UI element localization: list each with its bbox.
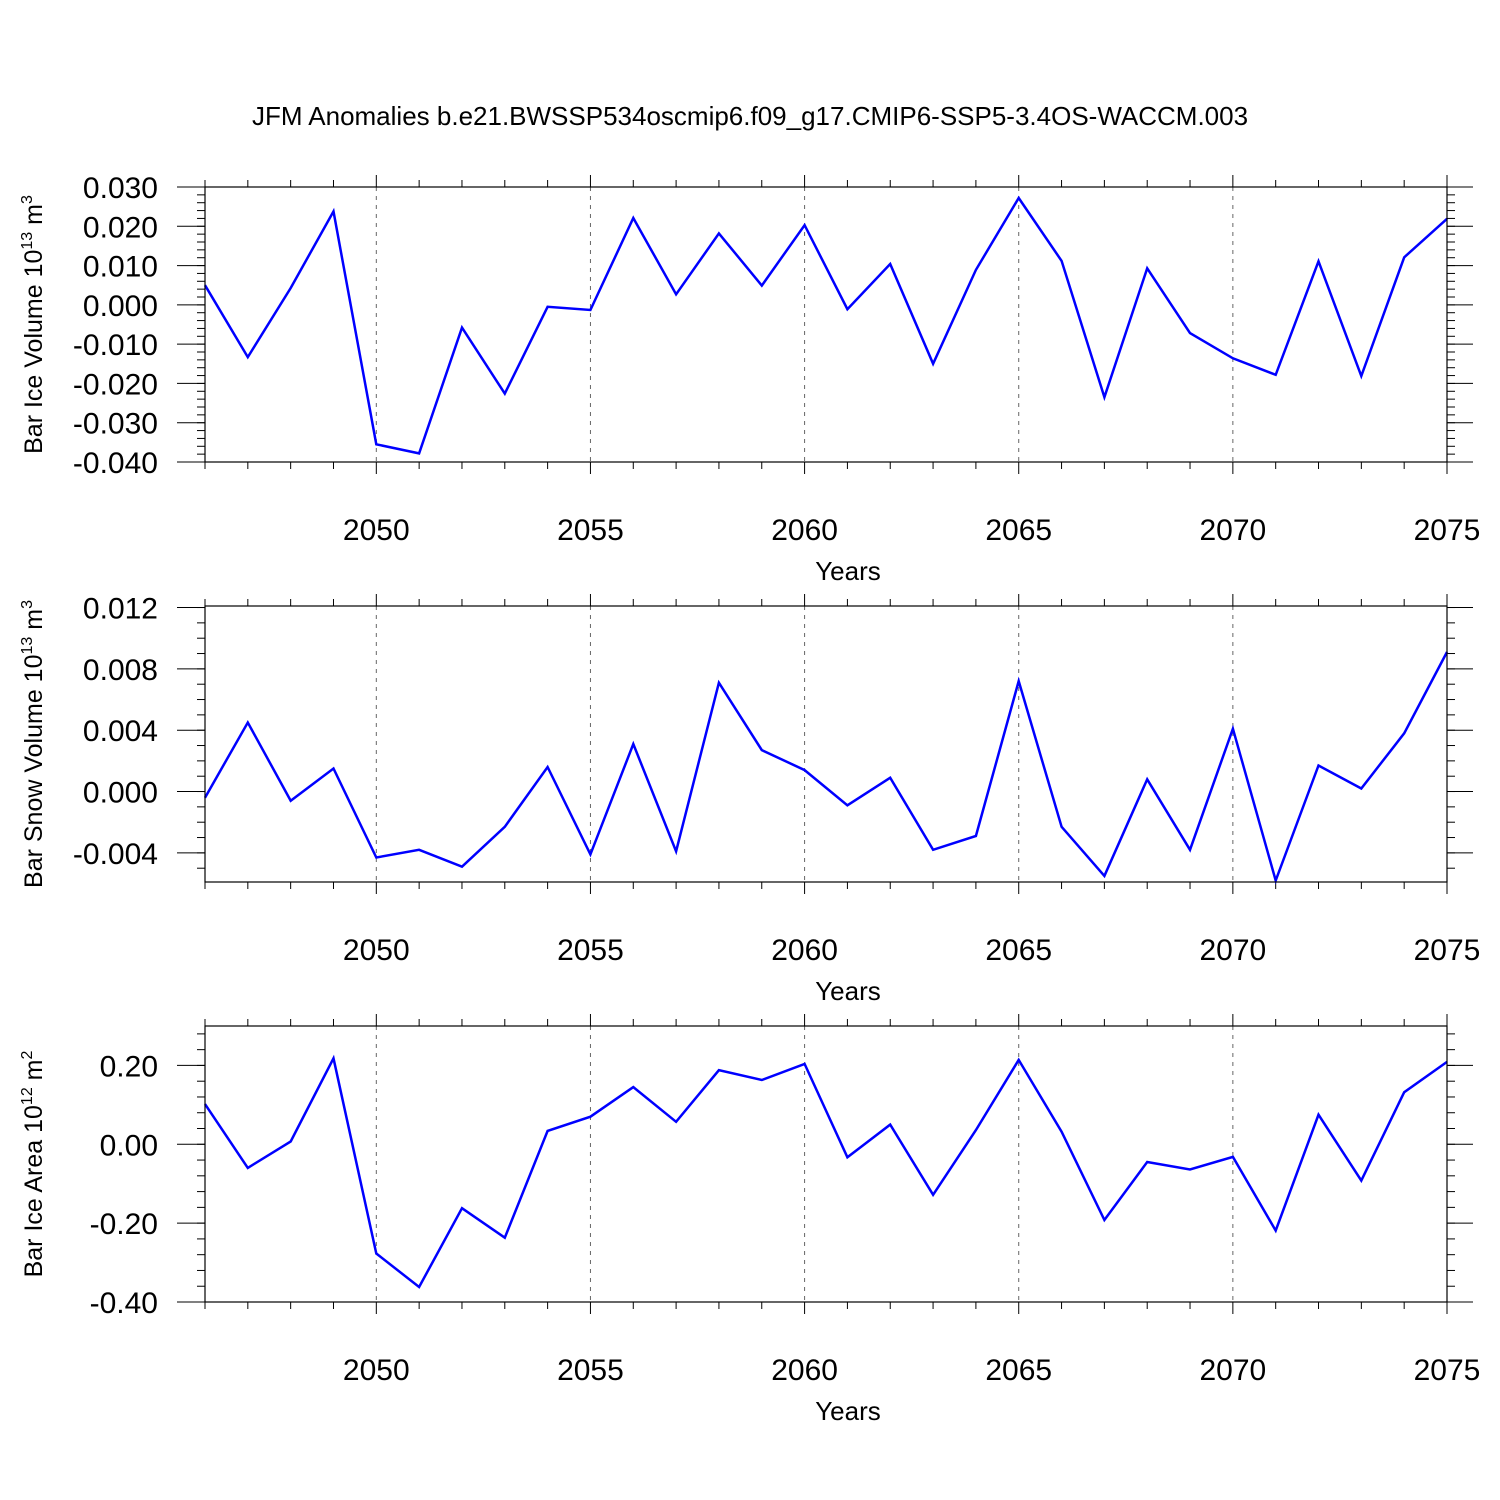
y-axis-label-part: Bar Ice Area 10: [20, 1105, 48, 1277]
y-axis-label-superscript: 3: [19, 195, 36, 204]
x-axis-label: Years: [815, 976, 881, 1006]
y-tick-label: -0.020: [73, 368, 158, 401]
y-tick-label: -0.030: [73, 408, 158, 441]
x-tick-label: 2060: [771, 514, 838, 547]
panels: -0.040 -0.030 -0.020 -0.010 0.000 0.010 0.020 0…: [19, 172, 1480, 1426]
y-axis-label-part: m: [20, 609, 48, 637]
y-axis-label: Bar Ice Volume 1013 m3: [19, 195, 48, 454]
y-tick-label: 0.20: [100, 1050, 158, 1083]
series-line: [203, 651, 1449, 885]
x-tick-label: 2070: [1199, 934, 1266, 967]
x-tick-label: 2075: [1414, 1354, 1481, 1387]
y-axis-label-part: m: [20, 1060, 48, 1088]
x-tick-label: 2055: [557, 934, 624, 967]
x-tick-label: 2060: [771, 934, 838, 967]
x-tick-label: 2065: [985, 514, 1052, 547]
x-tick-label: 2070: [1199, 514, 1266, 547]
y-tick-label: 0.00: [100, 1129, 158, 1162]
x-tick-label: 2075: [1414, 934, 1481, 967]
plot-frame: [204, 186, 1448, 463]
y-axis-label-superscript: 3: [19, 600, 36, 609]
y-tick-label: -0.010: [73, 329, 158, 362]
y-tick-label: 0.012: [83, 593, 158, 626]
y-tick-label: -0.040: [73, 447, 158, 480]
x-tick-label: 2055: [557, 1354, 624, 1387]
y-tick-label: 0.030: [83, 172, 158, 205]
series-line: [203, 195, 1448, 455]
y-tick-label: -0.20: [90, 1208, 158, 1241]
x-tick-label: 2065: [985, 934, 1052, 967]
y-tick-label: -0.004: [73, 838, 158, 871]
x-tick-label: 2070: [1199, 1354, 1266, 1387]
y-axis-label: Bar Ice Area 1012 m2: [19, 1051, 48, 1278]
x-tick-label: 2065: [985, 1354, 1052, 1387]
x-tick-label: 2060: [771, 1354, 838, 1387]
panel-3: -0.40 -0.20 0.00 0.20 2050 2055 2060 2065 2070 20…: [19, 1014, 1480, 1426]
y-axis-label-superscript: 12: [19, 1087, 36, 1105]
y-axis-label-part: Bar Ice Volume 10: [20, 250, 48, 454]
x-tick-label: 2050: [343, 1354, 410, 1387]
y-tick-label: 0.000: [83, 290, 158, 323]
y-axis-label-superscript: 13: [19, 637, 36, 655]
x-tick-label: 2050: [343, 514, 410, 547]
y-axis-label-superscript: 13: [19, 232, 36, 250]
y-tick-label: 0.010: [83, 251, 158, 284]
x-tick-label: 2050: [343, 934, 410, 967]
plot-frame: [204, 1025, 1448, 1303]
y-axis-label: Bar Snow Volume 1013 m3: [19, 600, 48, 888]
panel-1: -0.040 -0.030 -0.020 -0.010 0.000 0.010 0.020 0…: [19, 172, 1480, 586]
panel-2: -0.004 0.000 0.004 0.008 0.012 2050 2055 2060 20…: [19, 593, 1480, 1006]
x-axis-label: Years: [815, 556, 881, 586]
plot-frame: [204, 605, 1448, 883]
x-tick-label: 2055: [557, 514, 624, 547]
y-tick-label: -0.40: [90, 1287, 158, 1320]
figure-title: JFM Anomalies b.e21.BWSSP534oscmip6.f09_…: [252, 101, 1248, 131]
y-axis-label-superscript: 2: [19, 1051, 36, 1060]
y-axis-label-part: Bar Snow Volume 10: [20, 655, 48, 888]
x-axis-label: Years: [815, 1396, 881, 1426]
y-tick-label: 0.020: [83, 211, 158, 244]
y-tick-label: 0.004: [83, 715, 158, 748]
y-tick-label: 0.008: [83, 654, 158, 687]
x-tick-label: 2075: [1414, 514, 1481, 547]
y-tick-label: 0.000: [83, 777, 158, 810]
y-axis-label-part: m: [20, 204, 48, 232]
series-line: [203, 1054, 1448, 1289]
